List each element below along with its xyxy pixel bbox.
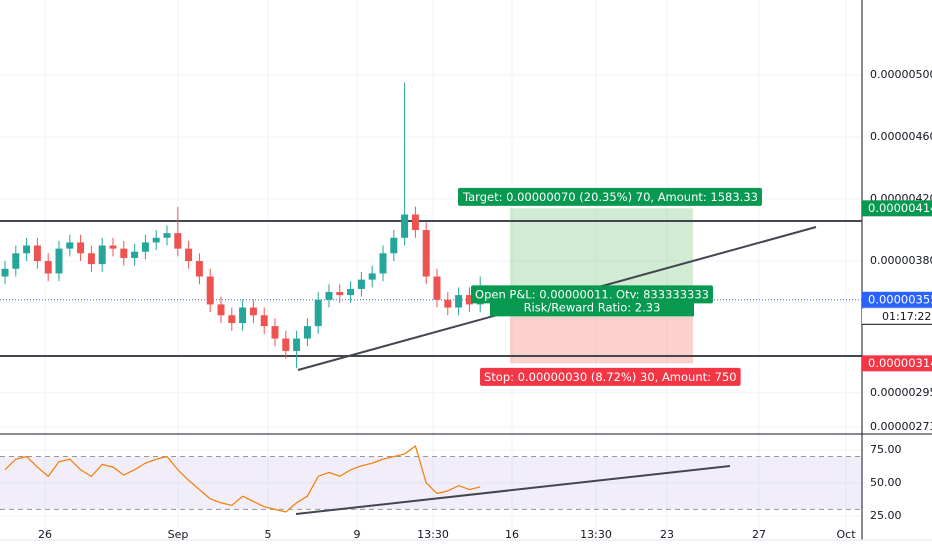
price-badge-label: 0.00000355 (868, 292, 932, 306)
rsi-band (0, 456, 862, 510)
candle-body (260, 315, 268, 327)
candle-body (390, 237, 398, 254)
y-tick-label: 0.00000380 (870, 254, 932, 267)
x-tick-label: 9 (354, 528, 361, 541)
countdown-bg (862, 308, 932, 324)
candle-body (217, 304, 225, 316)
candle-body (411, 214, 419, 231)
candle-body (44, 261, 52, 274)
y-tick-label: 25.00 (870, 509, 902, 522)
candle-body (444, 299, 452, 308)
candle-body (174, 233, 182, 249)
candle-body (66, 242, 74, 249)
candle-body (141, 242, 149, 252)
candle-body (303, 326, 311, 339)
candle-body (379, 253, 387, 274)
candle-body (195, 261, 203, 277)
candle-body (433, 276, 441, 300)
x-tick-label: Sep (168, 528, 189, 541)
candle-body (282, 338, 290, 351)
candle-body (185, 248, 193, 262)
candle-body (131, 251, 139, 258)
x-tick-label: 23 (660, 528, 674, 541)
price-badge-label: 0.00000414 (868, 201, 932, 215)
candle-body (271, 326, 279, 339)
candle-body (77, 242, 85, 254)
candle-body (455, 295, 463, 308)
candle-body (98, 245, 106, 265)
candle-body (422, 230, 430, 277)
candle-body (1, 268, 9, 277)
candle-body (465, 295, 473, 305)
price-badge (862, 200, 932, 217)
y-tick-label: 75.00 (870, 443, 902, 456)
ratio-label-bg (490, 298, 694, 317)
candle-body (249, 307, 257, 316)
candle-body (23, 245, 31, 254)
y-tick-label: 0.00000295 (870, 386, 932, 399)
candle-body (120, 248, 128, 258)
candle-body (357, 279, 365, 289)
price-badge-label: 0.00000314 (868, 356, 932, 370)
candle-body (87, 253, 95, 265)
candle-body (228, 315, 236, 324)
candle-body (314, 299, 322, 327)
candle-body (109, 245, 117, 249)
rsi-line (4, 444, 481, 513)
x-tick-label: 13:30 (417, 528, 449, 541)
candle-body (347, 288, 355, 296)
candle-body (152, 237, 160, 243)
y-tick-label: 0.00000500 (870, 68, 932, 81)
candle-body (55, 248, 63, 274)
candle-body (293, 338, 301, 351)
ratio-label: Risk/Reward Ratio: 2.33 (524, 300, 661, 314)
candle-body (401, 214, 409, 238)
candle-body (163, 233, 171, 238)
candle-body (12, 253, 20, 269)
candle-body (368, 273, 376, 280)
x-tick-label: 27 (752, 528, 766, 541)
price-badge (862, 355, 932, 372)
rsi-trend-line (295, 465, 731, 515)
candle-body (325, 292, 333, 300)
candle-body (239, 307, 247, 324)
target-label-bg (458, 187, 762, 206)
x-tick-label: 13:30 (580, 528, 612, 541)
y-tick-label: 0.00000273 (870, 420, 932, 433)
pnl-label: Open P&L: 0.00000011, Qty: 833333333 (475, 287, 709, 301)
candle-body (336, 292, 344, 296)
candle-body (33, 245, 41, 262)
x-tick-label: 26 (38, 528, 52, 541)
candle-body (206, 276, 214, 305)
price-badge (862, 291, 932, 308)
x-tick-label: Oct (836, 528, 856, 541)
x-tick-label: 16 (505, 528, 519, 541)
y-tick-label: 0.00000460 (870, 130, 932, 143)
stop-label: Stop: 0.00000030 (8.72%) 30, Amount: 750 (484, 370, 737, 384)
stop-label-bg (480, 367, 741, 386)
x-tick-label: 5 (265, 528, 272, 541)
target-label: Target: 0.00000070 (20.35%) 70, Amount: … (462, 190, 758, 204)
y-tick-label: 50.00 (870, 476, 902, 489)
countdown: 01:17:22 (882, 310, 931, 323)
